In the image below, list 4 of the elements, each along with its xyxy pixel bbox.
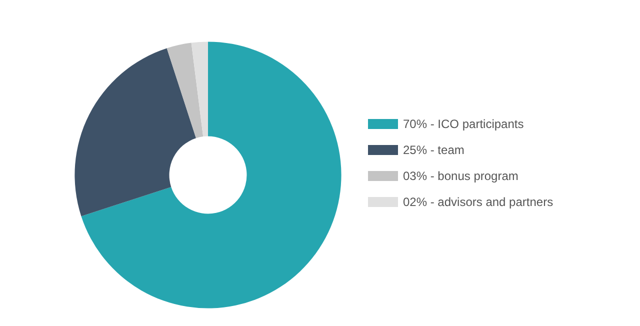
legend-label: 03% - bonus program	[403, 169, 518, 183]
legend-label: 25% - team	[403, 143, 464, 157]
legend-label: 02% - advisors and partners	[403, 195, 554, 209]
legend-label: 70% - ICO participants	[403, 117, 524, 131]
